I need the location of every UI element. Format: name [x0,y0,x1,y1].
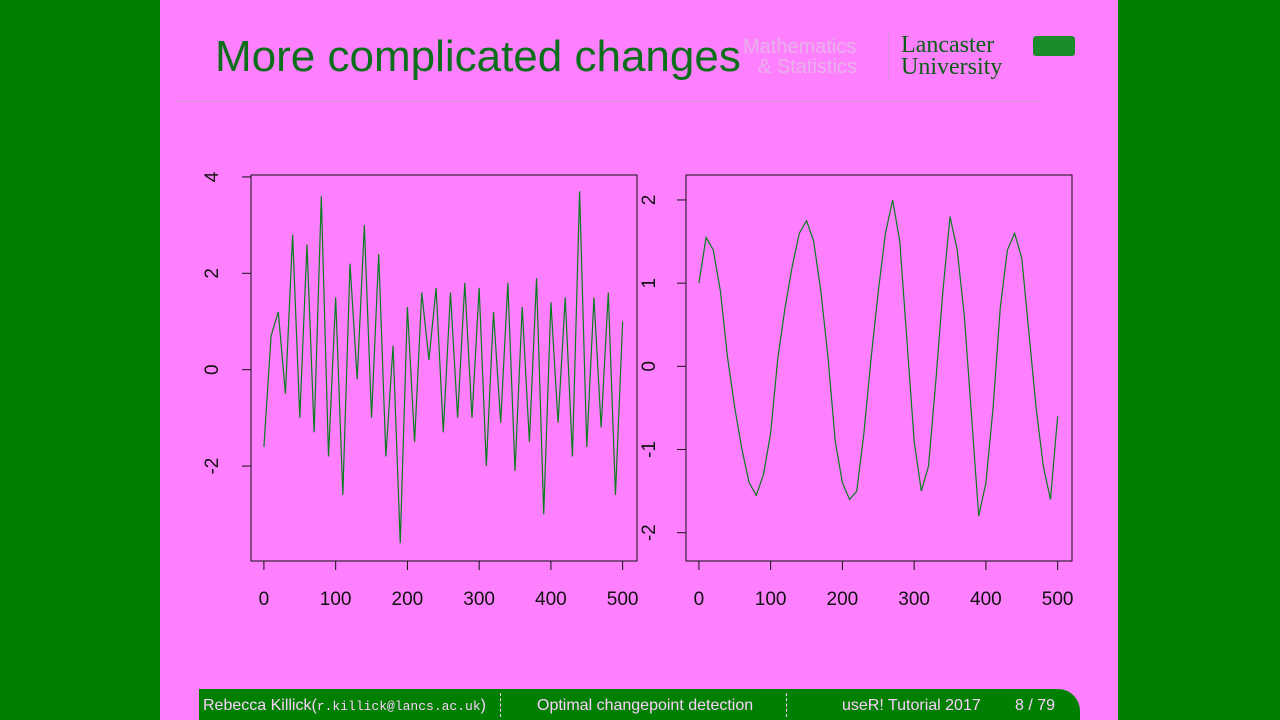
uni-1: Lancaster [901,32,995,58]
x-tick-label: 300 [898,589,930,610]
y-tick-label: -2 [202,458,223,475]
footer-bar: Rebecca Killick(r.killick@lancs.ac.uk) O… [199,689,1080,720]
y-tick-label: -2 [639,524,660,541]
email: r.killick@lancs.ac.uk [316,699,481,714]
uni-2: University [901,54,1003,80]
footer-author: Rebecca Killick(r.killick@lancs.ac.uk) [203,697,486,715]
paren: ) [480,697,486,714]
x-tick-label: 0 [259,589,270,610]
footer-event: useR! Tutorial 2017 [842,697,981,714]
author: Rebecca Killick( [203,697,317,714]
y-tick-label: -1 [639,441,660,458]
logo-divider [888,30,889,80]
x-tick-label: 500 [1042,589,1074,610]
footer-talk: Optimal changepoint detection [537,697,754,714]
y-tick-label: 1 [639,278,660,289]
plot-frame [250,174,638,562]
data-line [698,199,1059,517]
x-tick-label: 500 [607,589,639,610]
dept-2: & Statistics [758,56,857,78]
crest [1033,36,1075,56]
y-tick-label: 0 [202,364,223,375]
header-rule [175,101,1042,102]
x-tick-label: 400 [535,589,567,610]
x-tick-label: 100 [755,589,787,610]
x-tick-label: 100 [320,589,352,610]
slide-title: More complicated changes [215,32,741,81]
separator [786,693,787,717]
data-line [263,191,624,544]
y-tick-label: 4 [202,171,223,182]
slide: More complicated changes Mathematics & S… [160,0,1118,720]
x-tick-label: 200 [827,589,859,610]
y-tick-label: 2 [639,195,660,206]
plot-frame [685,174,1073,562]
y-tick-label: 2 [202,268,223,279]
x-tick-label: 0 [694,589,705,610]
x-tick-label: 300 [463,589,495,610]
x-tick-label: 200 [392,589,424,610]
separator [500,693,501,717]
footer-page: 8 / 79 [1015,697,1056,714]
dept-1: Mathematics [743,36,857,58]
x-tick-label: 400 [970,589,1002,610]
y-tick-label: 0 [639,361,660,372]
